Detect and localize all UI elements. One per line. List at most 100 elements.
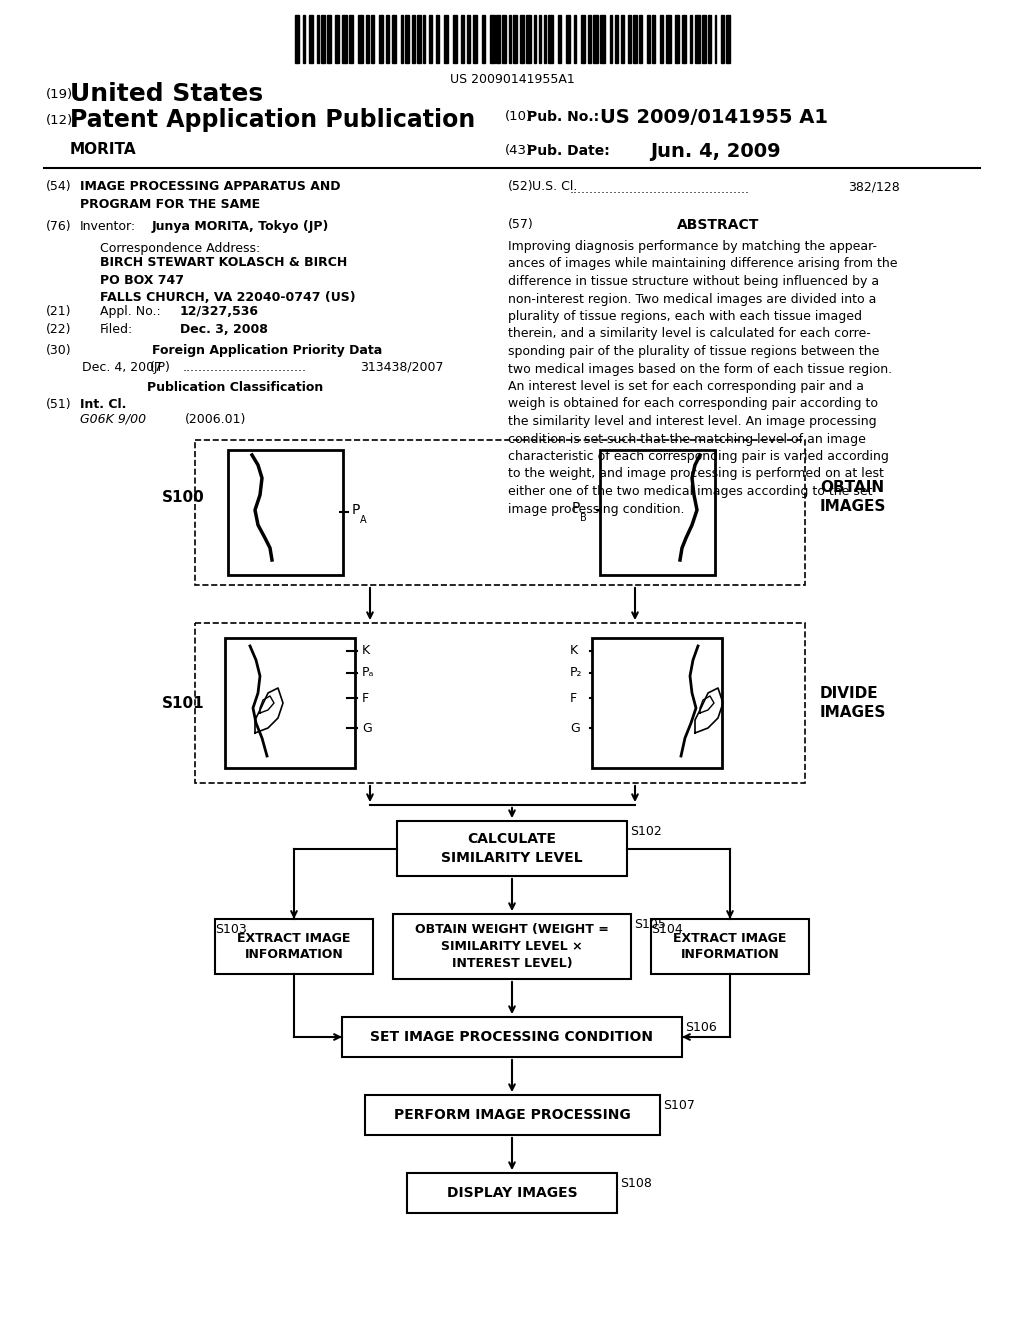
Text: F: F: [570, 692, 578, 705]
Text: Appl. No.:: Appl. No.:: [100, 305, 161, 318]
Bar: [549, 15, 553, 63]
Bar: [423, 15, 425, 63]
Bar: [651, 919, 809, 974]
Text: K: K: [570, 644, 579, 657]
Text: F: F: [362, 692, 369, 705]
Bar: [379, 15, 383, 63]
Text: S100: S100: [162, 490, 205, 504]
Text: US 2009/0141955 A1: US 2009/0141955 A1: [600, 108, 828, 127]
Bar: [695, 15, 699, 63]
Bar: [397, 821, 627, 876]
Text: SET IMAGE PROCESSING CONDITION: SET IMAGE PROCESSING CONDITION: [371, 1030, 653, 1044]
Text: (57): (57): [508, 218, 534, 231]
Bar: [544, 15, 546, 63]
Text: Junya MORITA, Tokyo (JP): Junya MORITA, Tokyo (JP): [152, 220, 330, 234]
Bar: [453, 15, 458, 63]
Bar: [195, 440, 805, 585]
Text: Foreign Application Priority Data: Foreign Application Priority Data: [152, 345, 382, 356]
Bar: [349, 15, 353, 63]
Bar: [489, 15, 495, 63]
Text: Improving diagnosis performance by matching the appear-
ances of images while ma: Improving diagnosis performance by match…: [508, 240, 897, 516]
Bar: [317, 15, 319, 63]
Bar: [589, 15, 591, 63]
Text: 382/128: 382/128: [848, 180, 900, 193]
Text: 313438/2007: 313438/2007: [360, 360, 443, 374]
Bar: [393, 913, 631, 979]
Text: OBTAIN
IMAGES: OBTAIN IMAGES: [820, 479, 887, 515]
Text: EXTRACT IMAGE
INFORMATION: EXTRACT IMAGE INFORMATION: [674, 932, 786, 961]
Bar: [215, 919, 373, 974]
Bar: [675, 15, 679, 63]
Bar: [633, 15, 637, 63]
Bar: [404, 15, 410, 63]
Text: P: P: [572, 502, 581, 515]
Bar: [652, 15, 655, 63]
Text: (2006.01): (2006.01): [185, 413, 247, 426]
Text: S107: S107: [663, 1100, 695, 1111]
Text: Dec. 4, 2007: Dec. 4, 2007: [82, 360, 162, 374]
Bar: [342, 15, 347, 63]
Text: PERFORM IMAGE PROCESSING: PERFORM IMAGE PROCESSING: [393, 1107, 631, 1122]
Bar: [581, 15, 585, 63]
Bar: [195, 623, 805, 783]
Text: S103: S103: [215, 923, 247, 936]
Text: ABSTRACT: ABSTRACT: [677, 218, 759, 232]
Bar: [473, 15, 477, 63]
Text: G06K 9/00: G06K 9/00: [80, 413, 146, 426]
Bar: [386, 15, 389, 63]
Bar: [629, 15, 631, 63]
Text: US 20090141955A1: US 20090141955A1: [450, 73, 574, 86]
Text: P: P: [352, 503, 360, 517]
Text: S102: S102: [630, 825, 662, 838]
Bar: [321, 15, 325, 63]
Text: B: B: [580, 513, 587, 523]
Text: CALCULATE
SIMILARITY LEVEL: CALCULATE SIMILARITY LEVEL: [441, 833, 583, 865]
Bar: [365, 1096, 660, 1135]
Bar: [295, 15, 299, 63]
Text: (JP): (JP): [150, 360, 171, 374]
Bar: [502, 15, 506, 63]
Text: Inventor:: Inventor:: [80, 220, 136, 234]
Text: .............................................: ........................................…: [570, 183, 750, 195]
Text: 12/327,536: 12/327,536: [180, 305, 259, 318]
Bar: [592, 638, 722, 768]
Bar: [335, 15, 339, 63]
Bar: [526, 15, 530, 63]
Text: S104: S104: [651, 923, 683, 936]
Text: BIRCH STEWART KOLASCH & BIRCH
PO BOX 747
FALLS CHURCH, VA 22040-0747 (US): BIRCH STEWART KOLASCH & BIRCH PO BOX 747…: [100, 256, 355, 304]
Text: OBTAIN WEIGHT (WEIGHT =
SIMILARITY LEVEL ×
INTEREST LEVEL): OBTAIN WEIGHT (WEIGHT = SIMILARITY LEVEL…: [415, 923, 609, 970]
Bar: [667, 15, 671, 63]
Bar: [367, 15, 370, 63]
Text: (21): (21): [46, 305, 72, 318]
Text: EXTRACT IMAGE
INFORMATION: EXTRACT IMAGE INFORMATION: [238, 932, 350, 961]
Bar: [509, 15, 511, 63]
Text: P₂: P₂: [570, 667, 583, 680]
Bar: [371, 15, 374, 63]
Text: United States: United States: [70, 82, 263, 106]
Text: (22): (22): [46, 323, 72, 337]
Bar: [412, 15, 415, 63]
Bar: [566, 15, 569, 63]
Bar: [461, 15, 464, 63]
Bar: [690, 15, 692, 63]
Bar: [621, 15, 624, 63]
Bar: [417, 15, 421, 63]
Bar: [497, 15, 500, 63]
Bar: [615, 15, 618, 63]
Text: Correspondence Address:: Correspondence Address:: [100, 242, 260, 255]
Bar: [682, 15, 686, 63]
Bar: [358, 15, 362, 63]
Text: MORITA: MORITA: [70, 143, 136, 157]
Bar: [609, 15, 612, 63]
Bar: [708, 15, 711, 63]
Text: G: G: [570, 722, 580, 734]
Bar: [225, 638, 355, 768]
Text: (10): (10): [505, 110, 532, 123]
Text: DIVIDE
IMAGES: DIVIDE IMAGES: [820, 685, 887, 721]
Text: S101: S101: [162, 696, 205, 710]
Text: IMAGE PROCESSING APPARATUS AND
PROGRAM FOR THE SAME: IMAGE PROCESSING APPARATUS AND PROGRAM F…: [80, 180, 341, 211]
Bar: [539, 15, 541, 63]
Bar: [574, 15, 577, 63]
Bar: [701, 15, 707, 63]
Text: Jun. 4, 2009: Jun. 4, 2009: [650, 143, 780, 161]
